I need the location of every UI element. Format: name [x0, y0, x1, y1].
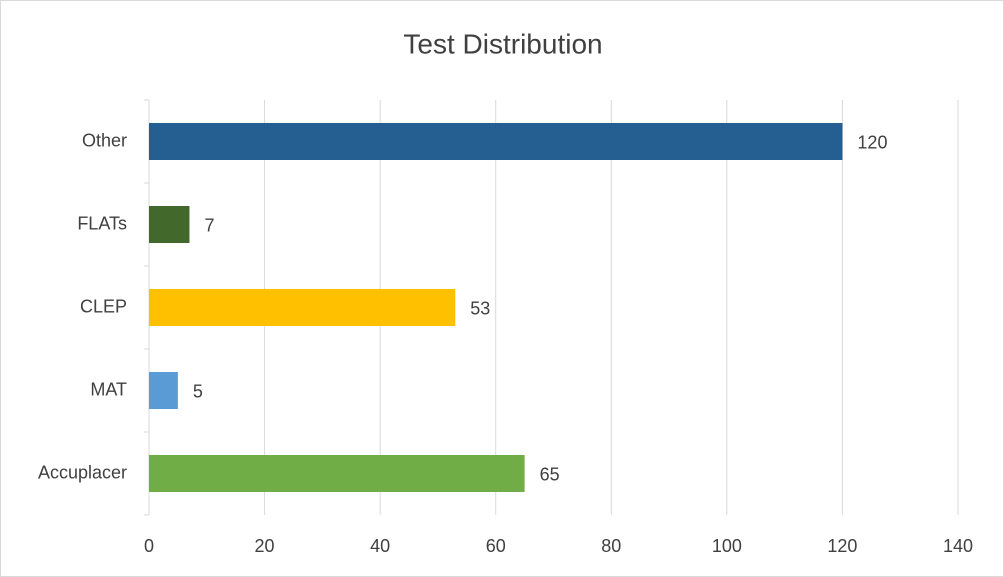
data-label: 120: [857, 132, 887, 152]
data-label: 65: [540, 464, 560, 484]
x-tick-label: 60: [486, 536, 506, 556]
chart-title: Test Distribution: [403, 28, 602, 59]
data-label: 5: [193, 381, 203, 401]
y-tick-label: MAT: [90, 379, 127, 399]
bar: [149, 372, 178, 409]
bar: [149, 455, 525, 492]
x-tick-label: 80: [601, 536, 621, 556]
bar: [149, 123, 843, 160]
bar: [149, 289, 456, 326]
y-tick-label: Accuplacer: [38, 462, 127, 482]
x-tick-label: 100: [712, 536, 742, 556]
data-label: 53: [470, 298, 490, 318]
x-tick-label: 0: [144, 536, 154, 556]
bar: [149, 206, 190, 243]
x-tick-label: 20: [255, 536, 275, 556]
y-tick-label: CLEP: [80, 296, 127, 316]
y-tick-label: Other: [82, 130, 127, 150]
x-tick-label: 40: [370, 536, 390, 556]
y-tick-label: FLATs: [77, 213, 127, 233]
x-tick-label: 120: [827, 536, 857, 556]
x-tick-label: 140: [943, 536, 973, 556]
data-label: 7: [204, 215, 214, 235]
